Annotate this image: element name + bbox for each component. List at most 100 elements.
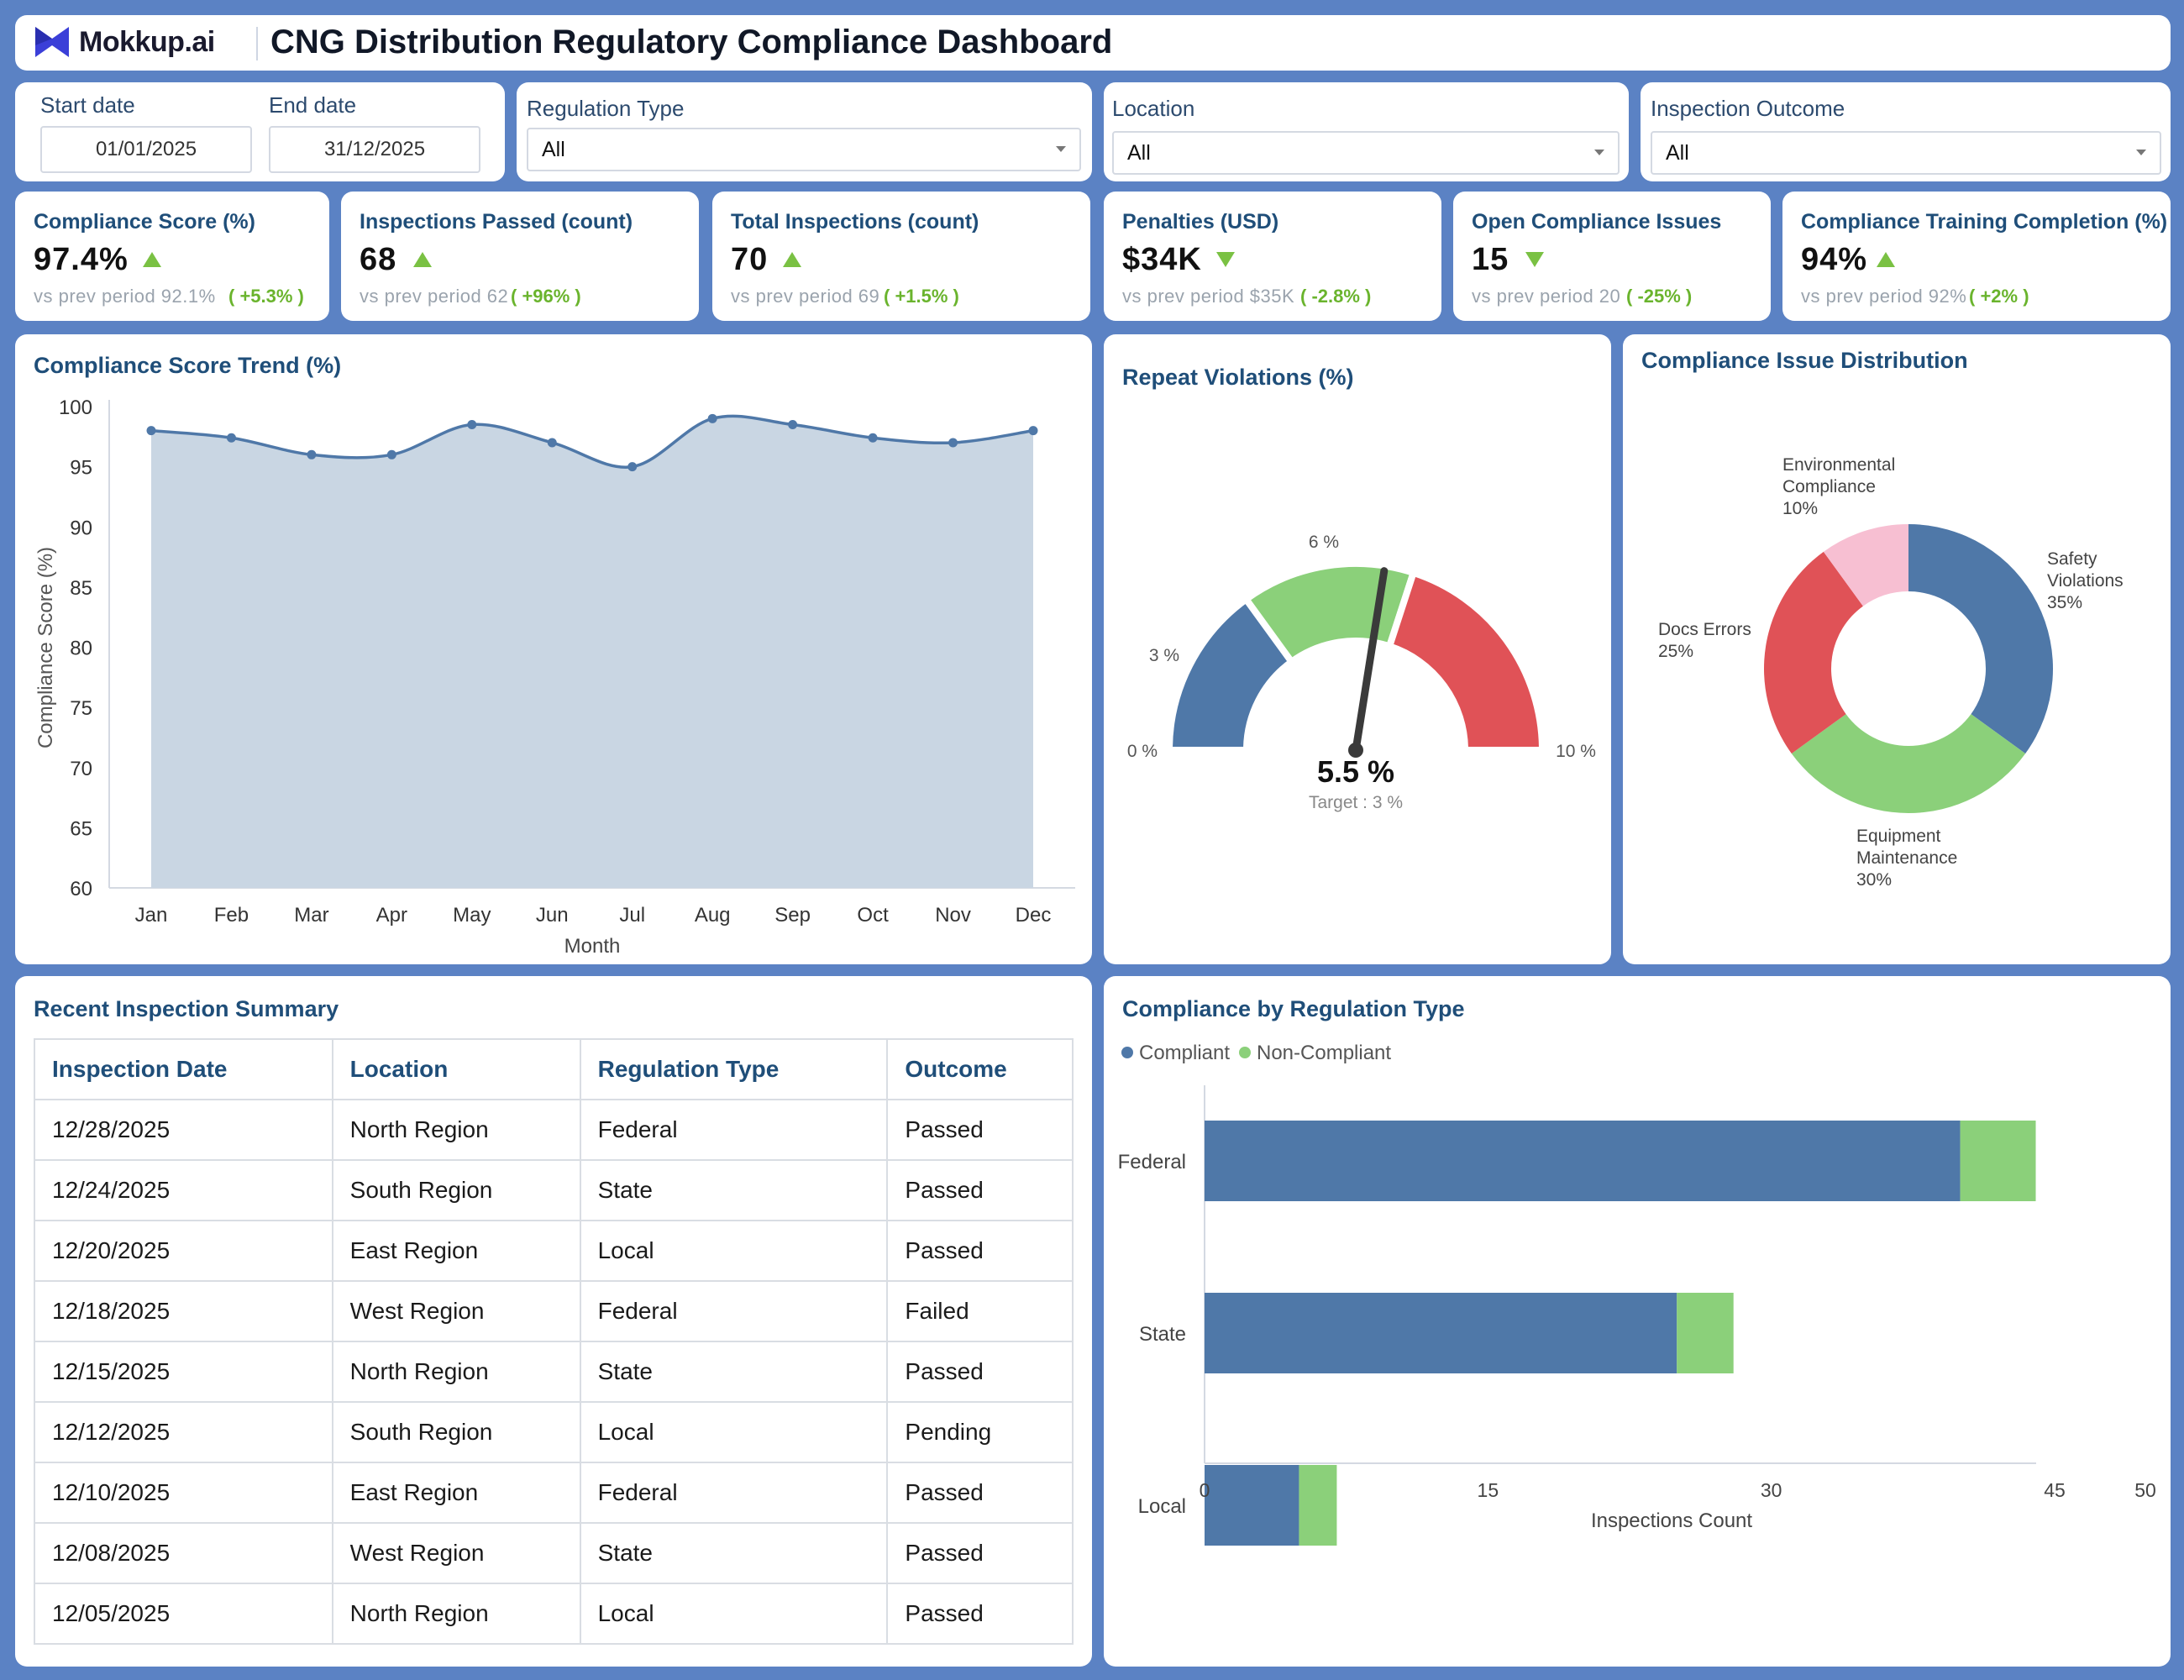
table-row[interactable]: 12/18/2025 West Region Federal Failed <box>34 1280 1074 1342</box>
table-row[interactable]: 12/28/2025 North Region Federal Passed <box>34 1099 1074 1161</box>
donut-slice[interactable] <box>1791 714 2026 813</box>
y-tick-label: 60 <box>70 878 92 900</box>
trend-point[interactable] <box>1028 426 1038 436</box>
x-tick-label: Apr <box>376 904 407 927</box>
legend-compliant-label[interactable]: Compliant <box>1139 1042 1230 1064</box>
regulation-type-select[interactable]: All <box>527 128 1081 171</box>
kpi-title: Penalties (USD) <box>1122 210 1279 234</box>
bar-compliant[interactable] <box>1205 1465 1299 1546</box>
trend-point[interactable] <box>627 462 638 472</box>
kpi-value: 70 <box>731 242 769 277</box>
table-cell: Passed <box>886 1583 1074 1645</box>
trend-up-icon <box>783 252 801 267</box>
x-tick-label: 50 <box>2134 1479 2156 1501</box>
end-date-input[interactable]: 31/12/2025 <box>269 126 480 173</box>
kpi-card-inspections-passed[interactable]: Inspections Passed (count) 68 vs prev pe… <box>341 192 699 321</box>
table-row[interactable]: 12/12/2025 South Region Local Pending <box>34 1401 1074 1463</box>
panel-title: Compliance Issue Distribution <box>1641 348 1968 373</box>
table-cell: East Region <box>331 1220 581 1282</box>
trend-point[interactable] <box>707 413 717 423</box>
table-cell: South Region <box>331 1159 581 1221</box>
table-cell: 12/15/2025 <box>34 1341 333 1403</box>
table-row[interactable]: 12/20/2025 East Region Local Passed <box>34 1220 1074 1282</box>
gauge-band-high[interactable] <box>1385 568 1546 753</box>
kpi-card-penalties[interactable]: Penalties (USD) $34K vs prev period $35K… <box>1104 192 1441 321</box>
category-label: Local <box>1138 1495 1186 1518</box>
trend-up-icon <box>1877 252 1895 267</box>
trend-point[interactable] <box>226 433 236 443</box>
compliance-trend-chart: 60 65 70 75 80 85 90 95 100 Jan Feb Mar Apr May Jun Jul… <box>34 396 1075 958</box>
kpi-card-open-issues[interactable]: Open Compliance Issues 15 vs prev period… <box>1453 192 1771 321</box>
legend-compliant-marker <box>1121 1047 1133 1058</box>
table-row[interactable]: 12/10/2025 East Region Federal Passed <box>34 1462 1074 1524</box>
inspection-outcome-value: All <box>1666 140 1689 165</box>
table-cell: 12/28/2025 <box>34 1099 333 1161</box>
start-date-input[interactable]: 01/01/2025 <box>40 126 252 173</box>
header-divider <box>256 27 258 60</box>
trend-up-icon <box>413 252 432 267</box>
regulation-type-label: Regulation Type <box>527 96 685 121</box>
table-cell: Passed <box>886 1220 1074 1282</box>
bar-non-compliant[interactable] <box>1960 1121 2036 1201</box>
bar-compliant[interactable] <box>1205 1121 1961 1201</box>
inspection-outcome-label: Inspection Outcome <box>1651 96 1845 121</box>
column-header[interactable]: Regulation Type <box>579 1038 889 1100</box>
donut-slice-label: Environmental Compliance 10% <box>1782 455 1895 518</box>
table-cell: West Region <box>331 1522 581 1584</box>
dashboard-header: Mokkup.ai CNG Distribution Regulatory Co… <box>15 15 2171 71</box>
column-header[interactable]: Outcome <box>886 1038 1074 1100</box>
inspection-outcome-select[interactable]: All <box>1651 131 2161 175</box>
table-row[interactable]: 12/05/2025 North Region Local Passed <box>34 1583 1074 1645</box>
location-select[interactable]: All <box>1112 131 1620 175</box>
x-tick-label: Sep <box>774 904 811 927</box>
donut-slice-label: Safety Violations 35% <box>2047 549 2124 612</box>
trend-point[interactable] <box>788 419 798 429</box>
kpi-previous: vs prev period 62 <box>360 286 509 307</box>
table-row[interactable]: 12/15/2025 North Region State Passed <box>34 1341 1074 1403</box>
column-header[interactable]: Inspection Date <box>34 1038 333 1100</box>
trend-up-icon <box>143 252 161 267</box>
table-cell: 12/05/2025 <box>34 1583 333 1645</box>
repeat-violations-gauge: 0 % 3 % 6 % 10 % 5.5 % Target : 3 % <box>1127 533 1596 812</box>
kpi-card-compliance-score[interactable]: Compliance Score (%) 97.4% vs prev perio… <box>15 192 329 321</box>
kpi-card-training-completion[interactable]: Compliance Training Completion (%) 94% v… <box>1782 192 2171 321</box>
gauge-target-label: Target : 3 % <box>1309 793 1403 812</box>
donut-slice[interactable] <box>1908 524 2053 754</box>
trend-point[interactable] <box>948 438 958 448</box>
kpi-card-total-inspections[interactable]: Total Inspections (count) 70 vs prev per… <box>712 192 1090 321</box>
table-cell: North Region <box>331 1583 581 1645</box>
table-cell: Pending <box>886 1401 1074 1463</box>
y-tick-label: 100 <box>59 396 92 419</box>
legend-non-compliant-label[interactable]: Non-Compliant <box>1257 1042 1391 1064</box>
table-cell: West Region <box>331 1280 581 1342</box>
kpi-value: 68 <box>360 242 397 277</box>
trend-point[interactable] <box>386 449 396 459</box>
table-cell: 12/10/2025 <box>34 1462 333 1524</box>
column-header[interactable]: Location <box>331 1038 581 1100</box>
compliance-trend-panel: Compliance Score Trend (%) 60 65 70 75 80 85 9… <box>15 334 1092 964</box>
issue-distribution-panel: Compliance Issue Distribution Safety Viol… <box>1623 334 2171 964</box>
bar-non-compliant[interactable] <box>1677 1293 1734 1373</box>
start-date-label: Start date <box>40 92 135 118</box>
trend-point[interactable] <box>146 426 156 436</box>
kpi-delta: ( +1.5% ) <box>884 286 959 307</box>
trend-point[interactable] <box>868 433 878 443</box>
table-row[interactable]: 12/08/2025 West Region State Passed <box>34 1522 1074 1584</box>
trend-point[interactable] <box>547 438 557 448</box>
table-cell: Local <box>579 1220 889 1282</box>
trend-point[interactable] <box>307 449 317 459</box>
trend-area-fill <box>151 416 1033 888</box>
table-row[interactable]: 12/24/2025 South Region State Passed <box>34 1159 1074 1221</box>
bar-compliant[interactable] <box>1205 1293 1677 1373</box>
y-tick-label: 85 <box>70 577 92 600</box>
donut-slice[interactable] <box>1764 551 1863 754</box>
gauge-tick-label: 3 % <box>1149 646 1179 665</box>
brand-logo[interactable]: Mokkup.ai <box>34 25 215 59</box>
x-tick-label: 15 <box>1478 1479 1499 1501</box>
trend-point[interactable] <box>467 419 477 429</box>
y-tick-label: 65 <box>70 817 92 840</box>
bar-non-compliant[interactable] <box>1299 1465 1337 1546</box>
donut-slice[interactable] <box>1823 524 1908 606</box>
gauge-tick-label: 6 % <box>1309 533 1339 552</box>
gauge-needle-hub <box>1348 743 1363 758</box>
